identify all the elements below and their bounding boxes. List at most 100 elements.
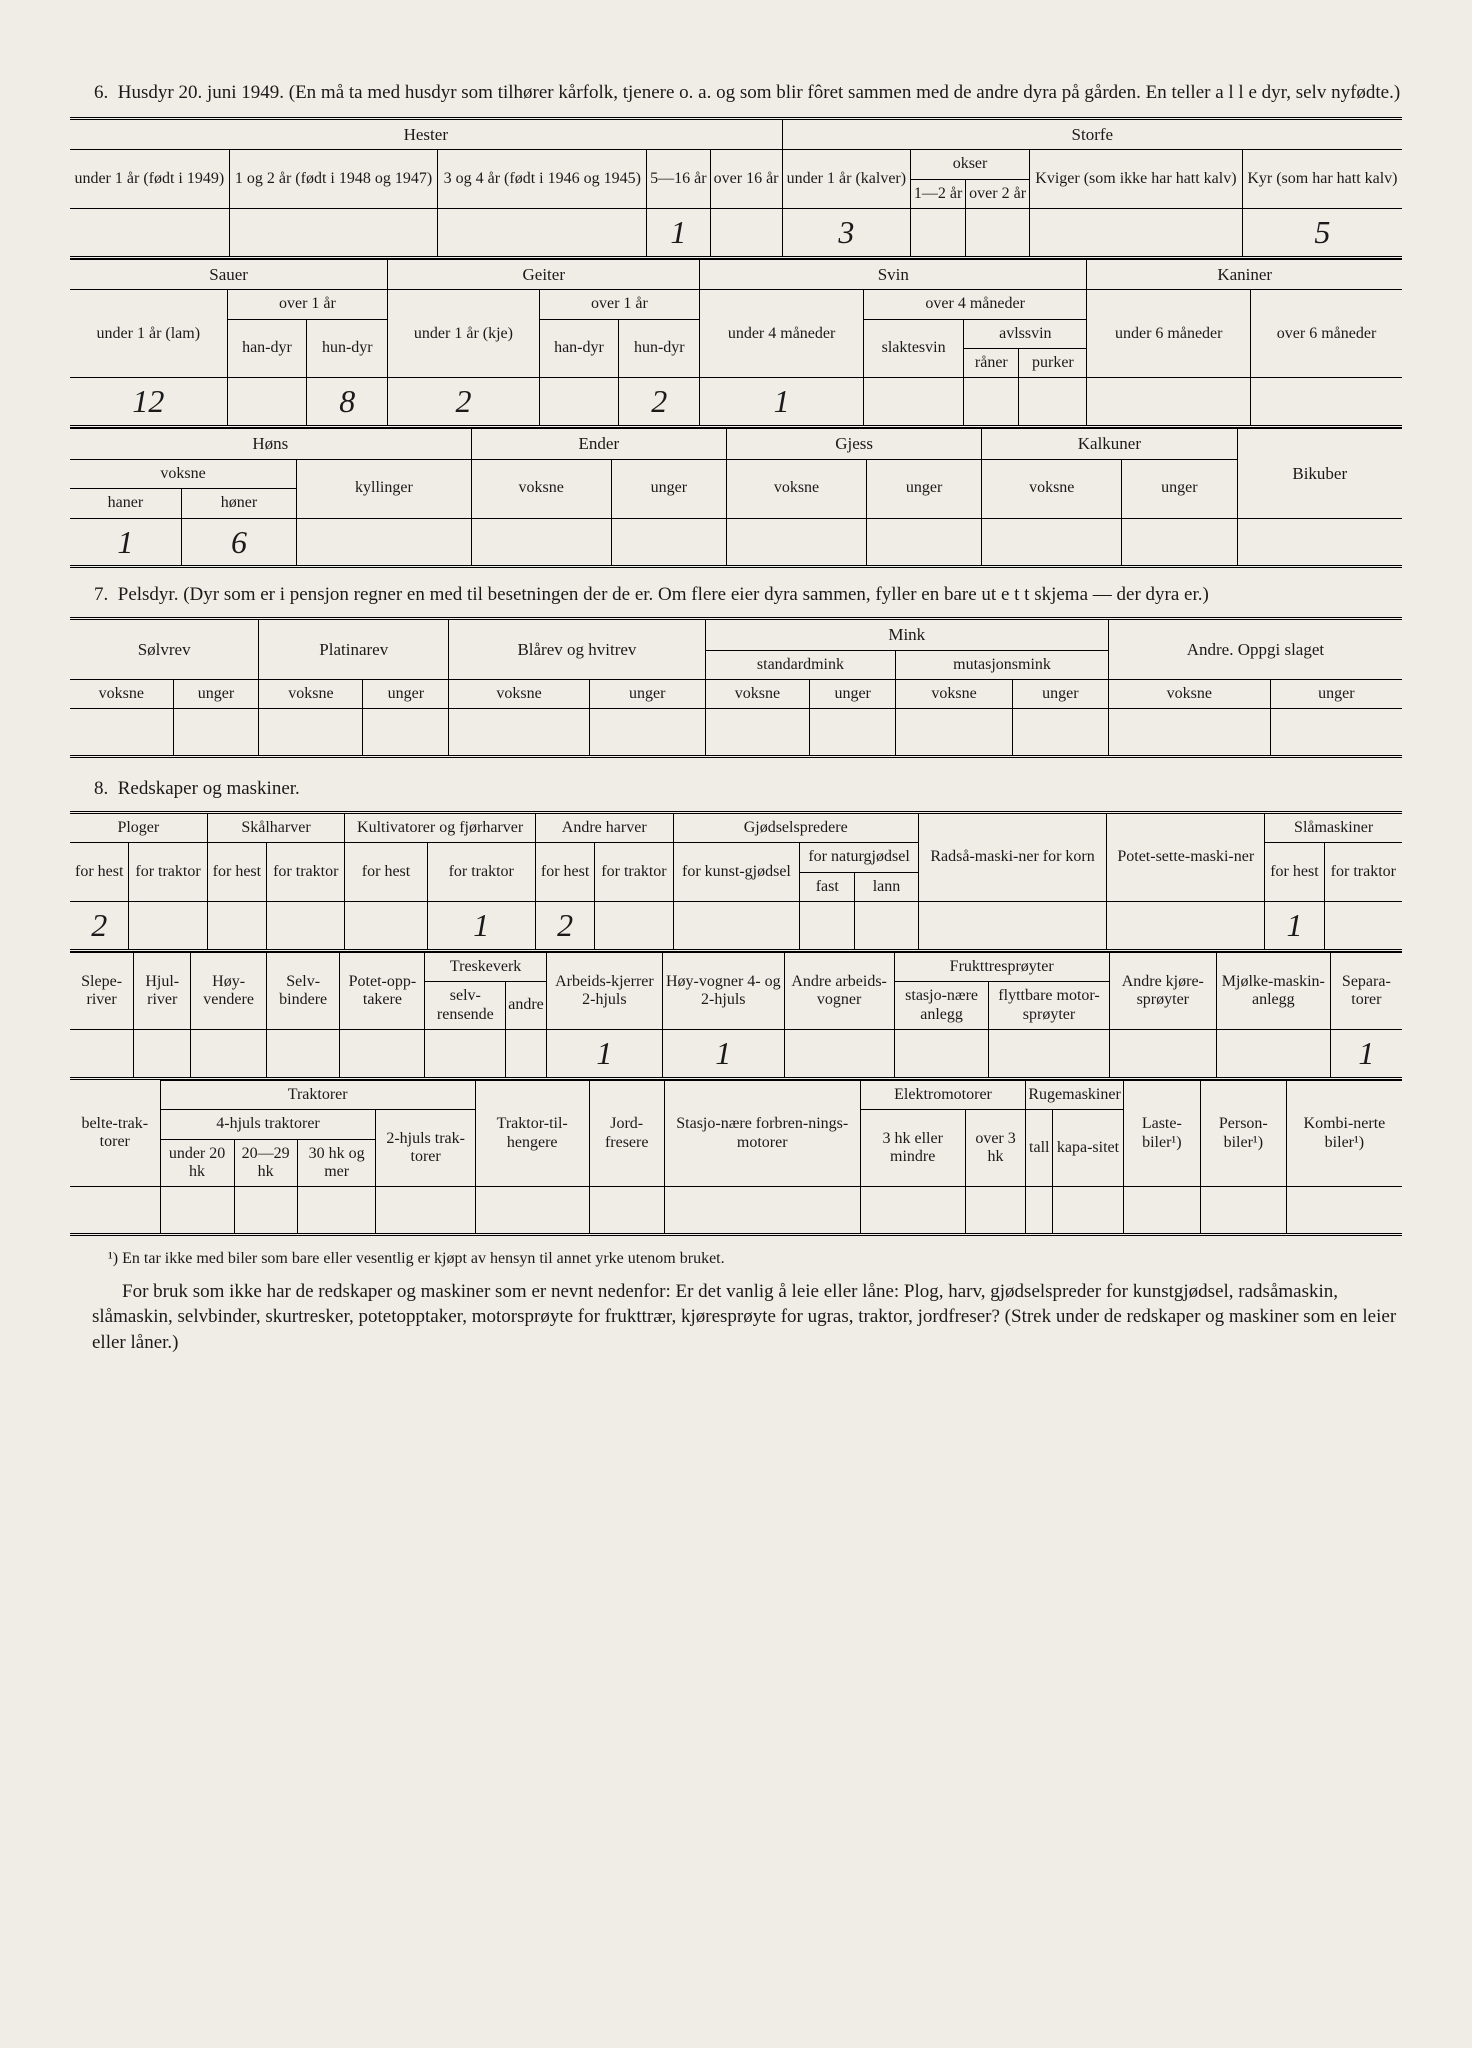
val-std-u: [810, 709, 896, 757]
table-pelsdyr: Sølvrev Platinarev Blårev og hvitrev Min…: [70, 617, 1402, 758]
col-ge-han: han-dyr: [539, 319, 619, 378]
val-mut-v: [896, 709, 1013, 757]
col-sa1: under 1 år (lam): [70, 290, 227, 378]
val-belte: [70, 1187, 160, 1235]
table-sauer-geiter-svin-kaniner: Sauer Geiter Svin Kaniner under 1 år (la…: [70, 259, 1402, 429]
col-purker: purker: [1019, 349, 1087, 378]
col-ender-unger: unger: [611, 459, 726, 518]
val-sv1: 1: [700, 378, 864, 427]
val-ka1: [1087, 378, 1251, 427]
val-s4: [1030, 208, 1243, 257]
group-ploger: Ploger: [70, 812, 207, 842]
table-redskaper-3: belte-trak-torer Traktorer Traktor-til-h…: [70, 1080, 1402, 1237]
table-redskaper-2: Slepe-river Hjul-river Høy-vendere Selv-…: [70, 952, 1402, 1080]
col-lastebiler: Laste-biler¹): [1123, 1080, 1200, 1187]
col-mut-v: voksne: [896, 679, 1013, 708]
val-andre-hest: 2: [535, 902, 594, 951]
col-andre-u: unger: [1270, 679, 1402, 708]
col-sa-over1: over 1 år: [227, 290, 388, 319]
col-treskeverk: Treskeverk: [425, 952, 546, 981]
group-gjodsel: Gjødselspredere: [673, 812, 918, 842]
group-hons: Høns: [70, 429, 471, 460]
col-andre-hest: for hest: [535, 843, 594, 902]
val-h5: [710, 208, 782, 257]
val-plat-u: [363, 709, 449, 757]
col-kunst: for kunst-gjødsel: [673, 843, 800, 902]
col-personbiler: Person-biler¹): [1200, 1080, 1286, 1187]
val-plog-traktor: [129, 902, 207, 951]
val-haner: 1: [70, 518, 181, 567]
val-sa1: 12: [70, 378, 227, 427]
val-stasjo: [894, 1030, 989, 1079]
val-jordfresere: [589, 1187, 664, 1235]
col-separa: Separa-torer: [1330, 952, 1402, 1029]
val-hk3: [860, 1187, 965, 1235]
col-natur: for naturgjødsel: [800, 843, 918, 872]
val-potetopp: [340, 1030, 425, 1079]
group-andre: Andre. Oppgi slaget: [1108, 618, 1402, 679]
col-skal-hest: for hest: [207, 843, 266, 902]
val-purker: [1019, 378, 1087, 427]
col-kyllinger: kyllinger: [297, 459, 472, 518]
val-honer: 6: [181, 518, 296, 567]
col-mut-u: unger: [1012, 679, 1108, 708]
col-potet: Potet-sette-maski-ner: [1107, 812, 1265, 901]
col-ka1: under 6 måneder: [1087, 290, 1251, 378]
val-hoyvogner: 1: [663, 1030, 784, 1079]
group-slamaskiner: Slåmaskiner: [1265, 812, 1402, 842]
col-tohjuls: 2-hjuls trak-torer: [376, 1110, 475, 1187]
section-8-number: 8.: [94, 778, 108, 799]
section-6-number: 6.: [94, 82, 108, 103]
group-mink: Mink: [705, 618, 1108, 650]
col-ge1: under 1 år (kje): [388, 290, 539, 378]
group-traktorer: Traktorer: [160, 1080, 475, 1109]
val-traktortil: [475, 1187, 589, 1235]
col-s4: Kviger (som ikke har hatt kalv): [1030, 150, 1243, 209]
val-sleperiver: [70, 1030, 134, 1079]
val-hk2029: [234, 1187, 297, 1235]
col-flyttbare: flyttbare motor-sprøyter: [989, 982, 1109, 1030]
val-raner: [964, 378, 1019, 427]
col-sa-hun: hun-dyr: [307, 319, 388, 378]
col-hk2029: 20—29 hk: [234, 1139, 297, 1187]
col-sla-hest: for hest: [1265, 843, 1324, 902]
section-7-number: 7.: [94, 584, 108, 605]
val-potet: [1107, 902, 1265, 951]
val-tohjuls: [376, 1187, 475, 1235]
col-traktortil: Traktor-til-hengere: [475, 1080, 589, 1187]
val-plog-hest: 2: [70, 902, 129, 951]
col-s2: 1—2 år: [911, 179, 966, 208]
col-andrearbeids: Andre arbeids-vogner: [784, 952, 894, 1029]
col-avlssvin: avlssvin: [964, 319, 1087, 348]
val-std-v: [705, 709, 809, 757]
val-h1: [70, 208, 229, 257]
col-sv1: under 4 måneder: [700, 290, 864, 378]
col-h2: 1 og 2 år (født i 1948 og 1947): [229, 150, 438, 209]
col-solv-u: unger: [173, 679, 259, 708]
col-s1: under 1 år (kalver): [782, 150, 910, 209]
val-bla-v: [449, 709, 590, 757]
col-h5: over 16 år: [710, 150, 782, 209]
val-s5: 5: [1242, 208, 1402, 257]
val-kapasitet: [1053, 1187, 1124, 1235]
val-ender-voksne: [471, 518, 611, 567]
col-fast: fast: [800, 872, 855, 901]
val-arbeidskjerrer: 1: [546, 1030, 662, 1079]
group-platinarev: Platinarev: [259, 618, 449, 679]
col-selvrensende: selv-rensende: [425, 982, 506, 1030]
col-plat-v: voksne: [259, 679, 363, 708]
col-raner: råner: [964, 349, 1019, 378]
col-std-v: voksne: [705, 679, 809, 708]
col-okser: okser: [911, 150, 1030, 179]
val-bla-u: [589, 709, 705, 757]
val-skal-hest: [207, 902, 266, 951]
val-kult-hest: [345, 902, 427, 951]
col-kombinerte: Kombi-nerte biler¹): [1286, 1080, 1402, 1187]
footnote-biler: ¹) En tar ikke med biler som bare eller …: [70, 1248, 1402, 1270]
col-hoyvendere: Høy-vendere: [191, 952, 267, 1029]
group-bikuber: Bikuber: [1237, 429, 1402, 518]
val-andrearbeids: [784, 1030, 894, 1079]
col-h4: 5—16 år: [647, 150, 710, 209]
col-andre-traktor: for traktor: [595, 843, 673, 902]
val-kult-traktor: 1: [427, 902, 535, 951]
